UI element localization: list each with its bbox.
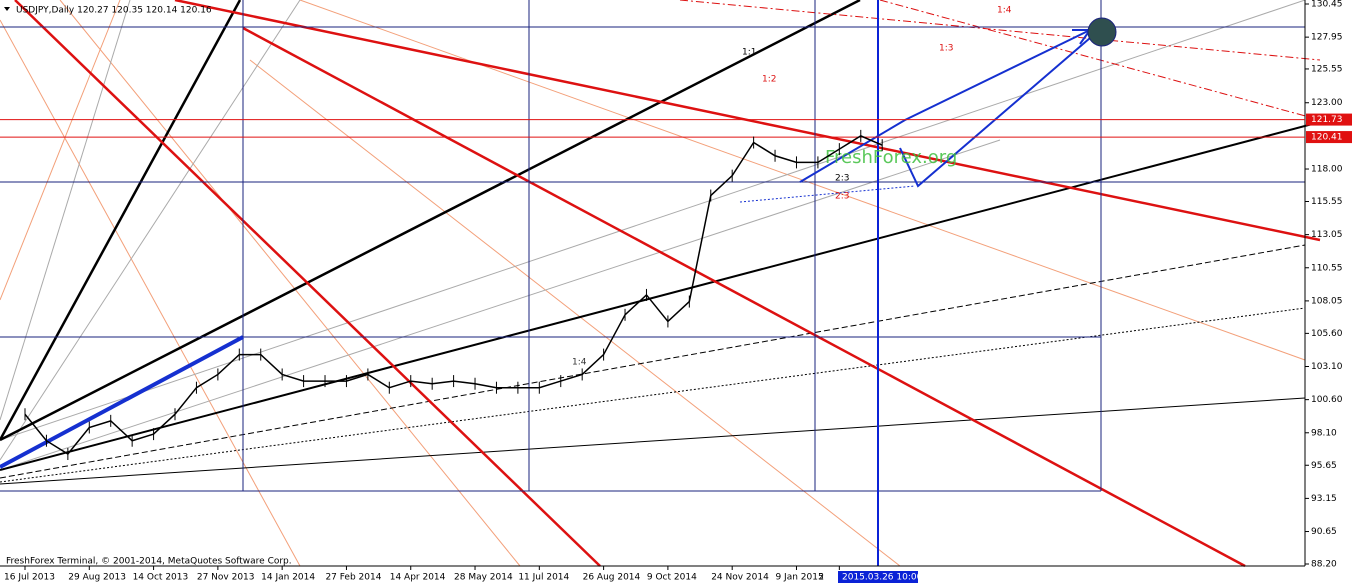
x-tick-label: 29 Aug 2013 [68,573,126,583]
x-tick-label: 16 Jul 2013 [4,573,55,583]
annotation: 1:1 [742,48,756,58]
cursor-label: 2015.03.26 10:00 [842,573,923,583]
y-tick-label: 100.60 [1311,395,1343,405]
annotation: 1:2 [762,75,776,85]
price-level-box [1306,113,1352,126]
annotation: 1:4 [572,358,587,368]
x-tick-label: 9 Oct 2014 [647,573,697,583]
menu-arrow[interactable] [4,7,10,11]
chart-title: USDJPY,Daily 120.27 120.35 120.14 120.16 [16,6,212,16]
x-tick-label: 28 May 2014 [454,573,513,583]
y-tick-label: 95.65 [1311,461,1337,471]
y-tick-label: 88.20 [1311,560,1337,570]
x-tick-label: 2 [818,573,824,583]
y-tick-label: 93.15 [1311,494,1337,504]
x-tick-label: 26 Aug 2014 [583,573,641,583]
price-level-box [1306,131,1352,144]
copyright: FreshForex Terminal, © 2001-2014, MetaQu… [6,557,292,567]
gann-lines [0,0,1321,568]
y-tick-label: 127.95 [1311,33,1343,43]
x-tick-label: 24 Nov 2014 [711,573,769,583]
y-tick-label: 103.10 [1311,362,1343,372]
y-tick-label: 98.10 [1311,428,1337,438]
x-tick-label: 14 Apr 2014 [390,573,446,583]
y-tick-label: 118.00 [1311,165,1343,175]
y-tick-label: 125.55 [1311,64,1343,74]
x-tick-label: 27 Nov 2013 [197,573,255,583]
x-tick-label: 14 Jan 2014 [261,573,315,583]
price-level-label: 121.73 [1311,115,1343,125]
y-tick-label: 90.65 [1311,527,1337,537]
watermark: FreshForex.org [825,147,957,168]
y-tick-label: 130.45 [1311,0,1343,10]
y-tick-label: 110.55 [1311,263,1343,273]
annotation: 2:3 [835,174,849,184]
price-level-label: 120.41 [1311,133,1343,143]
y-tick-label: 123.00 [1311,98,1343,108]
y-tick-label: 113.05 [1311,230,1343,240]
cursor-box [838,571,918,583]
x-tick-label: 27 Feb 2014 [325,573,381,583]
y-tick-label: 105.60 [1311,329,1343,339]
x-tick-label: 14 Oct 2013 [133,573,189,583]
annotation: 1:4 [997,6,1012,16]
annotation: 1:3 [939,44,953,54]
annotation: 2:3 [835,192,849,202]
x-tick-label: 9 Jan 2015 [775,573,823,583]
y-tick-label: 115.55 [1311,197,1343,207]
x-tick-label: 11 Jul 2014 [518,573,569,583]
y-tick-label: 108.05 [1311,296,1343,306]
